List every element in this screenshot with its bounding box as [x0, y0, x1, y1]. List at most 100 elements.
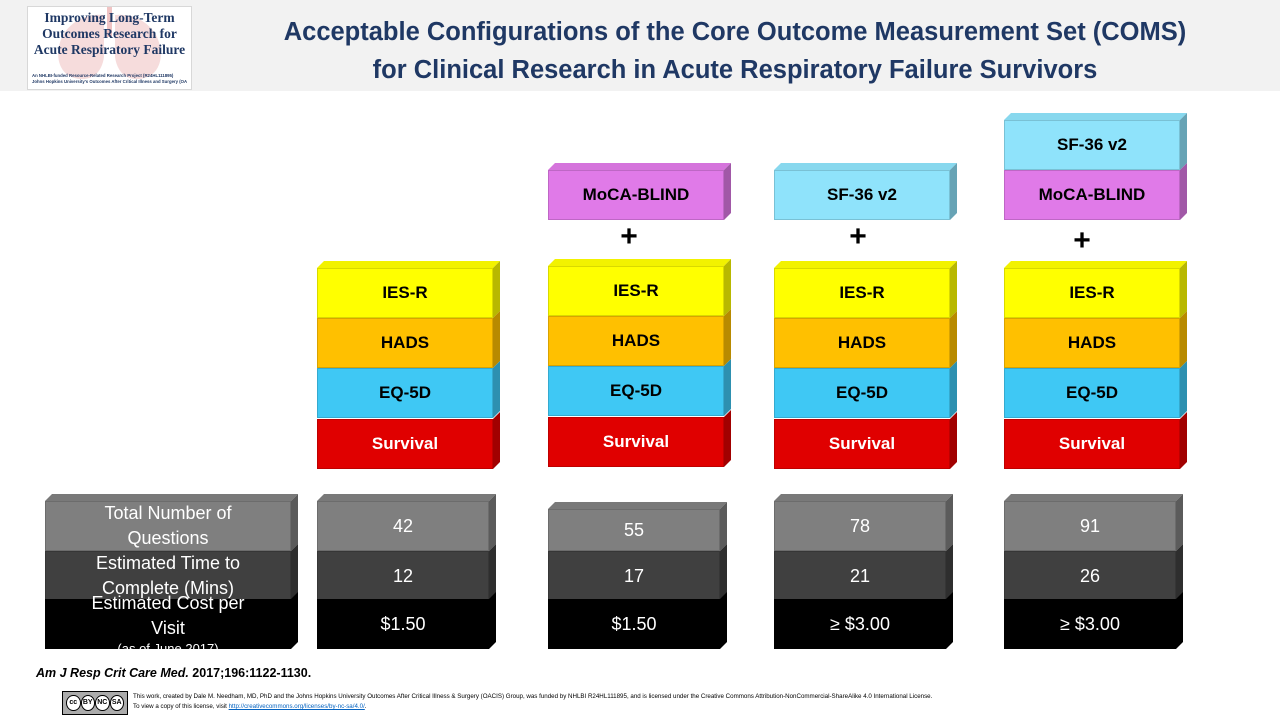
config-1-hads: HADS: [317, 311, 500, 368]
row-label-cost-note: (as of June 2017): [117, 641, 219, 656]
logo-caption-line-1: An NHLBI-funded Resource-Related Researc…: [32, 73, 174, 78]
config-2-questions-side: [720, 502, 727, 551]
config-1-cost-label: $1.50: [317, 599, 489, 649]
config-3-questions-top: [774, 494, 953, 501]
row-label-questions-top: [45, 494, 298, 501]
config-4-cost: ≥ $3.00: [1004, 592, 1183, 649]
config-4-time-label: 26: [1004, 551, 1176, 601]
config-4-time: 26: [1004, 544, 1183, 601]
config-3-hads: HADS: [774, 311, 957, 368]
config-2-eq5d-side: [724, 359, 731, 416]
license-prefix: To view a copy of this license, visit: [133, 703, 229, 710]
config-2-iesr: IES-R: [548, 259, 731, 316]
config-4-eq5d: EQ-5D: [1004, 361, 1187, 418]
config-3-questions-side: [946, 494, 953, 551]
row-label-questions-text: Total Number of Questions: [104, 503, 232, 548]
row-label-time-side: [291, 544, 298, 601]
config-2-iesr-side: [724, 259, 731, 316]
logo-caption: An NHLBI-funded Resource-Related Researc…: [32, 73, 187, 84]
config-1-survival-label: Survival: [317, 419, 493, 469]
config-2-survival-side: [724, 410, 731, 467]
cc-license-badge[interactable]: cc BY NC SA: [62, 691, 128, 715]
config-4-hads: HADS: [1004, 311, 1187, 368]
row-label-cost: Estimated Cost per Visit (as of June 2017…: [45, 592, 298, 656]
config-3-time-label: 21: [774, 551, 946, 601]
plus-sign: +: [849, 220, 867, 253]
config-3-sf36-side: [950, 163, 957, 220]
config-1-iesr-side: [493, 261, 500, 318]
config-2-cost-side: [720, 592, 727, 649]
oacis-logo: Improving Long-Term Outcomes Research fo…: [27, 6, 192, 90]
config-4-iesr: IES-R: [1004, 261, 1187, 318]
config-4-survival: Survival: [1004, 412, 1187, 469]
config-3-eq5d-side: [950, 361, 957, 418]
citation-journal: Am J Resp Crit Care Med.: [36, 666, 189, 680]
header-bar: Improving Long-Term Outcomes Research fo…: [0, 0, 1280, 91]
config-2-moca-label: MoCA-BLIND: [548, 170, 724, 220]
config-2-questions-top: [548, 502, 727, 509]
config-2-cost: $1.50: [548, 592, 727, 649]
config-3-cost: ≥ $3.00: [774, 592, 953, 649]
config-3-survival-label: Survival: [774, 419, 950, 469]
config-1-hads-label: HADS: [317, 318, 493, 368]
config-3-survival: Survival: [774, 412, 957, 469]
config-1-survival: Survival: [317, 412, 500, 469]
config-1-questions-label: 42: [317, 501, 489, 551]
page-title: Acceptable Configurations of the Core Ou…: [210, 13, 1260, 89]
row-label-questions-side: [291, 494, 298, 551]
config-4-sf36: SF-36 v2: [1004, 113, 1187, 170]
logo-caption-line-2: Johns Hopkins University's Outcomes Afte…: [32, 78, 187, 84]
config-4-eq5d-side: [1180, 361, 1187, 418]
config-3-iesr: IES-R: [774, 261, 957, 318]
config-3-hads-side: [950, 311, 957, 368]
config-1-questions: 42: [317, 494, 496, 551]
cc-nc-icon: NC: [95, 695, 110, 711]
config-3-iesr-label: IES-R: [774, 268, 950, 318]
config-1-eq5d-side: [493, 361, 500, 418]
config-4-eq5d-label: EQ-5D: [1004, 368, 1180, 418]
config-3-questions: 78: [774, 494, 953, 551]
config-3-iesr-top: [774, 261, 957, 268]
row-label-cost-side: [291, 592, 298, 649]
row-label-cost-label: Estimated Cost per Visit (as of June 2017…: [45, 593, 291, 656]
config-3-sf36-label: SF-36 v2: [774, 170, 950, 220]
config-2-hads-side: [724, 309, 731, 366]
config-2-time-side: [720, 544, 727, 601]
config-4-moca-label: MoCA-BLIND: [1004, 170, 1180, 220]
row-label-time-text: Estimated Time to Complete (Mins): [95, 553, 241, 598]
config-3-survival-side: [950, 412, 957, 469]
row-label-time-label: Estimated Time to Complete (Mins): [45, 551, 291, 601]
cc-sa-icon: SA: [109, 695, 124, 711]
config-4-hads-side: [1180, 311, 1187, 368]
lungs-icon: [58, 7, 161, 80]
config-1-eq5d-label: EQ-5D: [317, 368, 493, 418]
config-1-iesr: IES-R: [317, 261, 500, 318]
license-text: This work, created by Dale M. Needham, M…: [133, 692, 932, 712]
config-1-iesr-label: IES-R: [317, 268, 493, 318]
license-line-2: To view a copy of this license, visit ht…: [133, 702, 932, 712]
page-title-line-2: for Clinical Research in Acute Respirato…: [372, 56, 1098, 84]
config-1-cost-side: [489, 592, 496, 649]
config-2-eq5d: EQ-5D: [548, 359, 731, 416]
config-4-survival-side: [1180, 412, 1187, 469]
config-2-hads-label: HADS: [548, 316, 724, 366]
config-2-moca-top: [548, 163, 731, 170]
config-4-sf36-side: [1180, 113, 1187, 170]
config-4-cost-label: ≥ $3.00: [1004, 599, 1176, 649]
license-link[interactable]: http://creativecommons.org/licenses/by-n…: [228, 703, 365, 710]
logo-title: Improving Long-Term Outcomes Research fo…: [33, 10, 186, 57]
row-label-questions-label: Total Number of Questions: [45, 501, 291, 551]
config-3-hads-label: HADS: [774, 318, 950, 368]
config-1-cost: $1.50: [317, 592, 496, 649]
citation: Am J Resp Crit Care Med. 2017;196:1122-1…: [36, 666, 311, 680]
config-2-survival-label: Survival: [548, 417, 724, 467]
config-2-moca-side: [724, 163, 731, 220]
citation-details: 2017;196:1122-1130.: [188, 666, 312, 680]
config-2-questions: 55: [548, 502, 727, 551]
config-3-eq5d-label: EQ-5D: [774, 368, 950, 418]
plus-sign: +: [620, 220, 638, 253]
config-4-survival-label: Survival: [1004, 419, 1180, 469]
config-3-sf36-top: [774, 163, 957, 170]
config-1-questions-side: [489, 494, 496, 551]
config-4-sf36-label: SF-36 v2: [1004, 120, 1180, 170]
